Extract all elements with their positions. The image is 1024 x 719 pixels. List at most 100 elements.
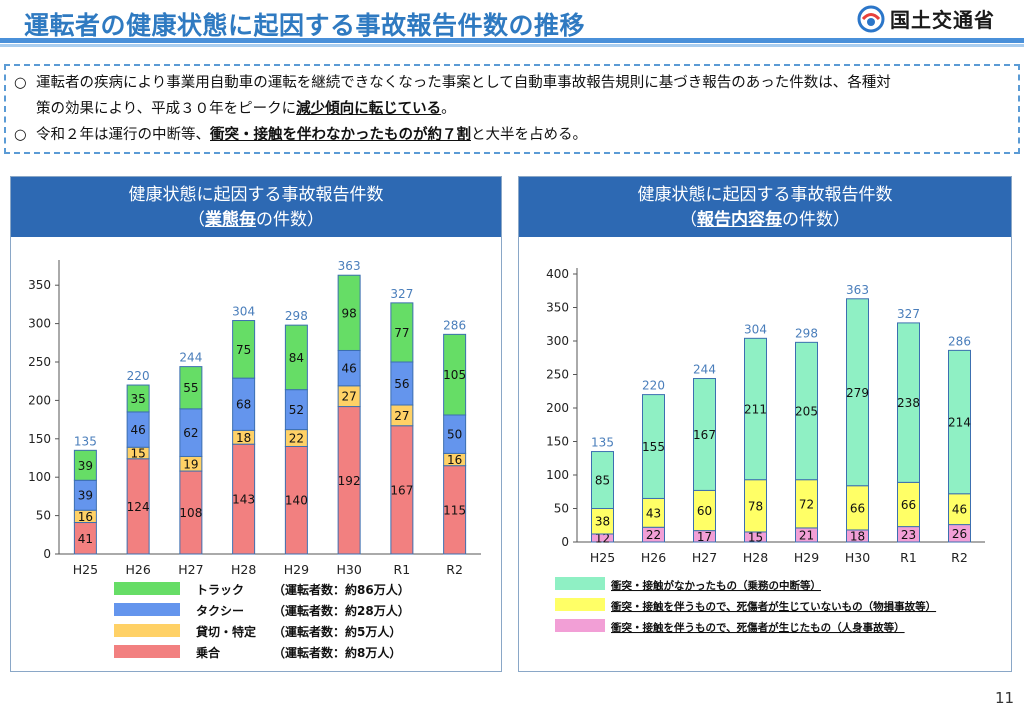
bar-segment (179, 366, 203, 410)
panel-subtitle: （報告内容毎の件数） (519, 208, 1011, 233)
bar-total-label: 327 (897, 307, 920, 321)
bar-value-label: 68 (236, 398, 251, 412)
bar-value-label: 279 (846, 386, 869, 400)
bar-value-label: 46 (341, 362, 356, 376)
bar-value-label: 66 (850, 501, 865, 515)
bar-segment (443, 333, 467, 416)
bar-value-label: 35 (130, 392, 145, 406)
bar-value-label: 39 (78, 459, 93, 473)
bar-total-label: 220 (642, 379, 665, 393)
bar-value-label: 38 (595, 515, 610, 529)
legend-note: （運転者数：約28万人） (273, 603, 410, 618)
legend-label: 貸切・特定 (196, 624, 256, 639)
bar-value-label: 15 (748, 530, 763, 544)
legend-swatch (114, 624, 180, 637)
legend-swatch (114, 603, 180, 616)
title-underline-light (0, 44, 1024, 47)
bar-value-label: 77 (394, 326, 409, 340)
x-tick-label: H27 (178, 562, 203, 577)
bar-value-label: 18 (850, 529, 865, 543)
x-tick-label: H25 (73, 562, 98, 577)
summary-emphasis-1: 減少傾向に転じている (296, 101, 442, 117)
bar-segment (744, 337, 767, 481)
chart-panel-by-report: 健康状態に起因する事故報告件数 （報告内容毎の件数） 0 50 100 150 200 2… (518, 176, 1012, 672)
page-title: 運転者の健康状態に起因する事故報告件数の推移 (24, 11, 586, 40)
panel-subtitle-close: の件数） (256, 210, 324, 230)
x-tick-label: H30 (336, 562, 361, 577)
panel-subtitle-open: （ (188, 210, 205, 230)
bar-value-label: 105 (443, 368, 466, 382)
summary-text-1a: 運転者の疾病により事業用自動車の運転を継続できなくなった事案として自動車事故報告… (36, 75, 891, 91)
bar-value-label: 108 (179, 506, 202, 520)
legend-note: （運転者数：約5万人） (273, 624, 401, 639)
bar-value-label: 75 (236, 343, 251, 357)
bar-value-label: 22 (289, 432, 304, 446)
bar-segment (390, 302, 414, 363)
legend-swatch (114, 582, 180, 595)
legend-label: 衝突・接触を伴うもので、死傷者が生じたもの（人身事故等） (610, 621, 905, 634)
y-tick-label: 200 (546, 401, 569, 415)
y-tick-label: 100 (28, 470, 51, 484)
x-tick-label: H28 (231, 562, 256, 577)
bar-segment (73, 449, 97, 481)
y-tick-label: 250 (546, 368, 569, 382)
bar-segment (693, 378, 716, 491)
bar-total-label: 363 (338, 259, 361, 273)
summary-text-2a: 令和２年は運行の中断等、 (36, 127, 210, 143)
bar-value-label: 72 (799, 497, 814, 511)
bar-total-label: 220 (127, 369, 150, 383)
bar-value-label: 27 (341, 390, 356, 404)
panel-header: 健康状態に起因する事故報告件数 （業態毎の件数） (11, 177, 501, 237)
bar-total-label: 244 (693, 363, 716, 377)
bar-value-label: 41 (78, 532, 93, 546)
y-tick-label: 0 (43, 547, 51, 561)
bar-value-label: 43 (646, 506, 661, 520)
bar-value-label: 155 (642, 440, 665, 454)
y-tick-label: 300 (546, 334, 569, 348)
bar-total-label: 304 (744, 322, 767, 336)
bar-value-label: 124 (127, 500, 150, 514)
bar-value-label: 21 (799, 528, 814, 542)
x-tick-label: R1 (394, 562, 411, 577)
y-tick-label: 250 (28, 355, 51, 369)
summary-line-1-cont: 策の効果により、平成３０年をピークに減少傾向に転じている。 (14, 96, 1010, 122)
bar-value-label: 16 (78, 510, 93, 524)
y-tick-label: 400 (546, 267, 569, 281)
bar-value-label: 98 (341, 306, 356, 320)
y-tick-label: 100 (546, 468, 569, 482)
bar-value-label: 27 (394, 409, 409, 423)
stacked-bar-chart-report: 0 50 100 150 200 250 300 350 400 H25 12 38 85 135 H26 2… (546, 267, 985, 634)
bar-value-label: 16 (447, 453, 462, 467)
bar-segment (948, 349, 971, 495)
bar-value-label: 52 (289, 403, 304, 417)
x-tick-label: H30 (845, 550, 870, 565)
bar-value-label: 50 (447, 428, 462, 442)
bar-value-label: 18 (236, 431, 251, 445)
summary-text-2end: と大半を占める。 (471, 127, 587, 143)
bar-value-label: 46 (952, 503, 967, 517)
y-tick-label: 150 (28, 432, 51, 446)
bar-value-label: 167 (693, 428, 716, 442)
bar-value-label: 56 (394, 377, 409, 391)
bar-segment (232, 320, 256, 379)
ministry-logo-icon (857, 5, 885, 32)
y-tick-label: 50 (36, 509, 51, 523)
legend-label: 衝突・接触がなかったもの（乗務の中断等） (610, 579, 821, 592)
panel-subtitle-emphasis: 報告内容毎 (697, 210, 782, 230)
y-tick-label: 300 (28, 317, 51, 331)
bar-value-label: 140 (285, 494, 308, 508)
bar-total-label: 286 (443, 318, 466, 332)
legend-note: （運転者数：約86万人） (273, 582, 410, 597)
legend-swatch (114, 645, 180, 658)
y-tick-label: 350 (546, 301, 569, 315)
bar-segment (591, 451, 614, 509)
page-number: 11 (995, 689, 1015, 707)
bar-value-label: 214 (948, 416, 971, 430)
bar-value-label: 143 (232, 493, 255, 507)
bar-value-label: 46 (130, 423, 145, 437)
title-underline (0, 38, 1024, 43)
bar-value-label: 192 (338, 474, 361, 488)
bar-value-label: 26 (952, 527, 967, 541)
chart-panel-by-business: 健康状態に起因する事故報告件数 （業態毎の件数） 0 50 100 150 200 250… (10, 176, 502, 672)
bar-value-label: 39 (78, 489, 93, 503)
